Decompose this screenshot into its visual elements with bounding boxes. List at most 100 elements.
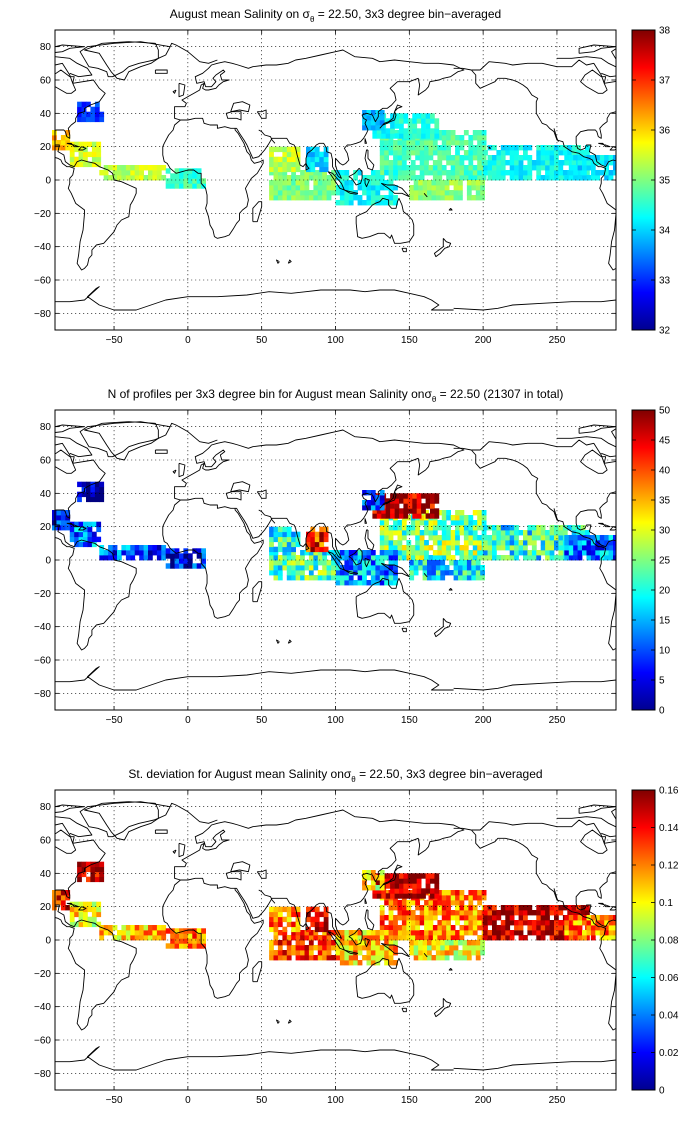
heat-cell	[362, 880, 367, 886]
heat-cell	[366, 560, 372, 566]
heat-cell	[440, 945, 446, 951]
heat-cell	[468, 910, 474, 916]
heat-cell	[81, 486, 87, 493]
heat-cell	[415, 525, 420, 531]
heat-cell	[527, 530, 533, 536]
heat-cell	[313, 555, 319, 561]
heat-cell	[444, 185, 450, 191]
heat-cell	[536, 150, 542, 156]
heat-cell	[496, 545, 502, 551]
heat-cell	[413, 570, 419, 576]
heat-cell	[273, 531, 279, 538]
heat-cell	[453, 565, 459, 571]
panel-3: St. deviation for August mean Salinity o…	[34, 767, 679, 1106]
heat-cell	[435, 185, 441, 191]
heat-cell	[179, 183, 184, 189]
heat-cell	[304, 170, 310, 176]
heat-cell	[388, 570, 394, 576]
heat-cell	[390, 893, 395, 899]
heat-cell	[608, 535, 614, 541]
heat-cell	[463, 930, 469, 936]
heat-cell	[449, 940, 454, 946]
heat-cell	[86, 101, 91, 108]
heat-cell	[286, 950, 292, 956]
heat-cell	[492, 530, 497, 536]
heat-cell	[536, 930, 542, 936]
heat-cell	[282, 935, 288, 941]
heat-cell	[505, 935, 511, 941]
heat-cell	[455, 525, 460, 531]
x-tick-label: 100	[327, 1095, 344, 1106]
heat-cell	[401, 535, 407, 541]
heat-cell	[481, 530, 487, 536]
heat-cell	[161, 935, 167, 941]
heat-cell	[384, 530, 389, 536]
heat-cell	[357, 960, 363, 966]
heat-cell	[500, 535, 506, 541]
heat-cell	[78, 151, 84, 158]
heat-cell	[381, 508, 387, 514]
colorbar-tick-label: 0.16	[659, 786, 679, 797]
heat-cell	[421, 508, 426, 514]
heat-cell	[322, 180, 327, 186]
heat-cell	[277, 575, 283, 581]
heat-cell	[523, 155, 528, 161]
heat-cell	[432, 925, 438, 931]
heat-cell	[434, 873, 440, 879]
heat-cell	[407, 503, 413, 509]
heat-cell	[453, 185, 459, 191]
heat-cell	[409, 950, 415, 956]
heat-cell	[353, 195, 358, 201]
heat-cell	[139, 930, 144, 936]
heat-cell	[599, 925, 605, 931]
heat-cell	[357, 180, 363, 186]
heat-cell	[410, 915, 416, 921]
heat-cell	[335, 940, 341, 946]
heat-cell	[201, 548, 206, 554]
heat-cell	[573, 555, 578, 561]
heat-cell	[599, 170, 605, 176]
heat-cell	[536, 530, 542, 536]
heat-cell	[310, 541, 316, 548]
heat-cell	[410, 555, 416, 561]
heat-cell	[370, 500, 376, 506]
y-tick-label: −80	[34, 689, 51, 700]
heat-cell	[518, 165, 524, 171]
heat-cell	[96, 906, 102, 913]
heat-cell	[418, 180, 423, 186]
heat-cell	[394, 888, 400, 894]
heat-cell	[174, 183, 180, 189]
heat-cell	[69, 161, 75, 168]
heat-cell	[595, 925, 601, 931]
heat-cell	[410, 530, 416, 536]
heat-cell	[568, 555, 574, 561]
heat-cell	[518, 155, 524, 161]
heat-cell	[60, 900, 66, 906]
heat-cell	[471, 560, 477, 566]
heat-cell	[480, 945, 485, 951]
heat-cell	[599, 155, 605, 161]
heat-cell	[608, 555, 614, 561]
heat-cell	[310, 921, 316, 928]
heat-cell	[187, 563, 193, 569]
heat-cell	[472, 540, 478, 546]
heat-cell	[121, 170, 127, 176]
heat-cell	[466, 940, 472, 946]
heat-cell	[564, 160, 570, 166]
heat-cell	[319, 161, 325, 168]
heat-cell	[282, 560, 288, 566]
heat-cell	[192, 183, 198, 189]
heat-cell	[388, 525, 394, 531]
heat-cell	[604, 550, 609, 556]
heat-cell	[348, 945, 354, 951]
heat-cell	[509, 935, 515, 941]
heat-cell	[585, 150, 590, 156]
heat-cell	[295, 555, 301, 561]
heat-cell	[362, 550, 367, 556]
heat-cell	[310, 916, 316, 923]
colorbar-tick-label: 0.08	[659, 936, 679, 947]
heat-cell	[440, 185, 446, 191]
heat-cell	[523, 915, 528, 921]
heat-cell	[466, 570, 472, 576]
heat-cell	[306, 166, 311, 173]
